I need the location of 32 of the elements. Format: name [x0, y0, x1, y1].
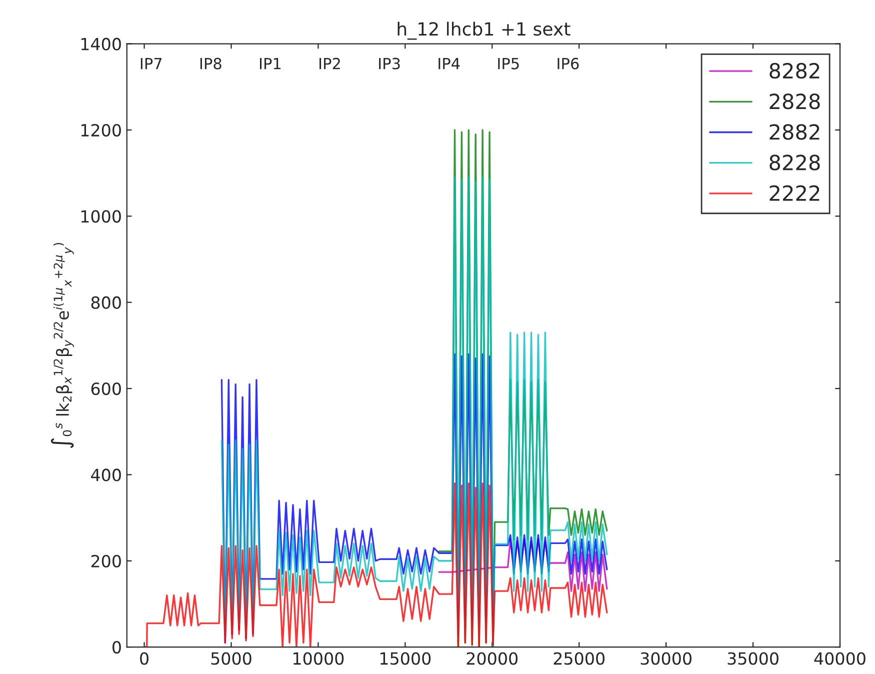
annotation: IP7 — [140, 58, 162, 70]
y-tick-label: 1400 — [81, 38, 121, 50]
legend-label: 2222 — [770, 185, 820, 201]
annotation: IP5 — [498, 58, 519, 70]
x-tick-label: 30000 — [640, 652, 692, 665]
y-tick-label: 1200 — [81, 124, 121, 137]
y-tick-label: 0 — [112, 641, 121, 654]
legend-label: 2828 — [770, 94, 820, 110]
x-tick-label: 15000 — [380, 652, 431, 665]
annotation: IP1 — [260, 58, 281, 70]
y-tick-label: 600 — [91, 382, 121, 396]
legend-label: 2882 — [770, 124, 820, 140]
text: ∫$_{0}$$^{s}$ lk$_{2}$β$_{x}$$^{1/2}$β$_{y}$$^{2/2}$e$^{i(1μ}$$_{x}$$^{+2μ}$$_{y}$$^{)}$ — [50, 242, 74, 448]
annotation: IP3 — [379, 58, 400, 70]
x-tick-label: 35000 — [728, 652, 778, 665]
legend-label: 8282 — [770, 62, 820, 79]
y-tick-label: 800 — [91, 296, 121, 309]
x-tick-label: 25000 — [554, 652, 605, 665]
annotation: IP6 — [558, 58, 579, 70]
x-tick-label: 20000 — [466, 652, 518, 665]
x-tick-label: 10000 — [294, 652, 344, 665]
x-tick-label: 40000 — [814, 652, 866, 665]
chart-title: h_12 lhcb1 +1 sext — [398, 22, 570, 40]
annotation: IP2 — [320, 58, 340, 70]
x-tick-label: 5000 — [211, 652, 252, 665]
y-tick-label: 200 — [91, 554, 121, 568]
annotation: IP8 — [200, 58, 222, 70]
annotation: IP4 — [438, 58, 460, 70]
legend-label: 8228 — [770, 154, 820, 170]
x-tick-label: 0 — [140, 652, 148, 665]
y-tick-label: 400 — [91, 468, 121, 482]
y-tick-label: 1000 — [81, 210, 121, 223]
